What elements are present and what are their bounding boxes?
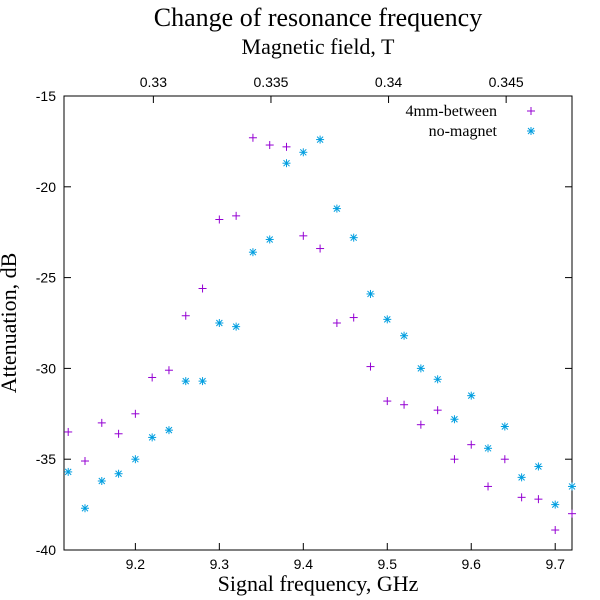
data-point-star [282,159,291,168]
top-tick-label: 0.34 [375,74,402,90]
data-point-star [517,473,526,482]
data-point-plus [114,429,123,438]
x-tick-label: 9.7 [545,556,565,572]
top-axis-title: Magnetic field, T [242,34,395,59]
data-point-plus [433,406,442,415]
data-point-plus [232,211,241,220]
data-point-plus [248,133,257,142]
data-point-star [265,235,274,244]
data-point-plus [467,440,476,449]
x-axis-title: Signal frequency, GHz [218,571,419,596]
data-point-star [349,233,358,242]
data-point-plus [500,455,509,464]
data-point-star [248,248,257,257]
y-tick-label: -30 [36,360,56,376]
chart-title: Change of resonance frequency [154,3,482,32]
data-point-star [467,391,476,400]
data-point-star [534,462,543,471]
data-point-star [551,500,560,509]
data-point-plus [316,244,325,253]
axis-ticks: 9.2 9.3 9.4 9.5 9.6 9.7 -40 -35 -30 -25 -20 -15 0.33… [36,74,572,572]
plot-area-frame [63,95,573,551]
data-point-plus [551,526,560,535]
y-tick-label: -15 [36,88,56,104]
data-point-star [97,476,106,485]
data-point-plus [131,409,140,418]
data-point-star [114,469,123,478]
data-point-plus [366,362,375,371]
data-point-plus [265,141,274,150]
data-point-plus [181,311,190,320]
data-point-star [64,467,73,476]
data-point-plus [400,400,409,409]
y-tick-label: -25 [36,270,56,286]
data-points [64,133,576,535]
data-point-star [400,331,409,340]
data-point-plus [64,427,73,436]
data-point-plus [97,418,106,427]
top-tick-label: 0.33 [140,74,167,90]
top-tick-label: 0.345 [489,74,524,90]
legend-label: 4mm-between [405,103,497,120]
x-tick-label: 9.4 [294,556,314,572]
data-point-star [198,377,207,386]
legend: 4mm-between no-magnet [405,103,535,140]
data-point-star [416,364,425,373]
data-point-star [433,375,442,384]
data-point-plus [484,482,493,491]
data-point-star [316,135,325,144]
data-point-star [215,319,224,327]
data-point-plus [198,284,207,293]
legend-label: no-magnet [429,123,498,140]
data-point-star [332,204,341,213]
data-point-plus [80,457,89,466]
data-point-star [80,504,89,513]
y-axis-title: Attenuation, dB [0,253,21,394]
y-tick-label: -20 [36,179,56,195]
data-point-plus [568,509,576,518]
x-tick-label: 9.5 [378,556,398,572]
y-tick-label: -40 [36,542,56,558]
data-point-plus [450,455,459,464]
data-point-plus [148,373,157,382]
data-point-plus [517,493,526,502]
data-point-plus [299,231,308,240]
data-point-plus [416,420,425,429]
data-point-star [484,444,493,453]
legend-marker [527,127,535,135]
x-tick-label: 9.2 [126,556,146,572]
data-point-plus [164,366,173,375]
data-point-star [148,433,157,442]
data-point-star [500,422,509,431]
data-point-star [181,377,190,386]
data-point-plus [534,495,543,504]
data-point-star [450,415,459,424]
data-point-star [164,426,173,435]
y-tick-label: -35 [36,451,56,467]
data-point-plus [215,215,224,224]
data-point-plus [332,319,341,327]
data-point-star [383,315,392,324]
data-point-star [299,148,308,157]
x-tick-label: 9.3 [210,556,230,572]
data-point-plus [383,397,392,406]
data-point-star [366,289,375,298]
data-point-plus [349,313,358,322]
x-tick-label: 9.6 [462,556,482,572]
legend-marker [527,107,535,115]
data-point-plus [282,142,291,151]
data-point-star [232,322,241,331]
data-point-star [131,455,140,464]
top-tick-label: 0.335 [253,74,288,90]
data-point-star [568,482,576,491]
